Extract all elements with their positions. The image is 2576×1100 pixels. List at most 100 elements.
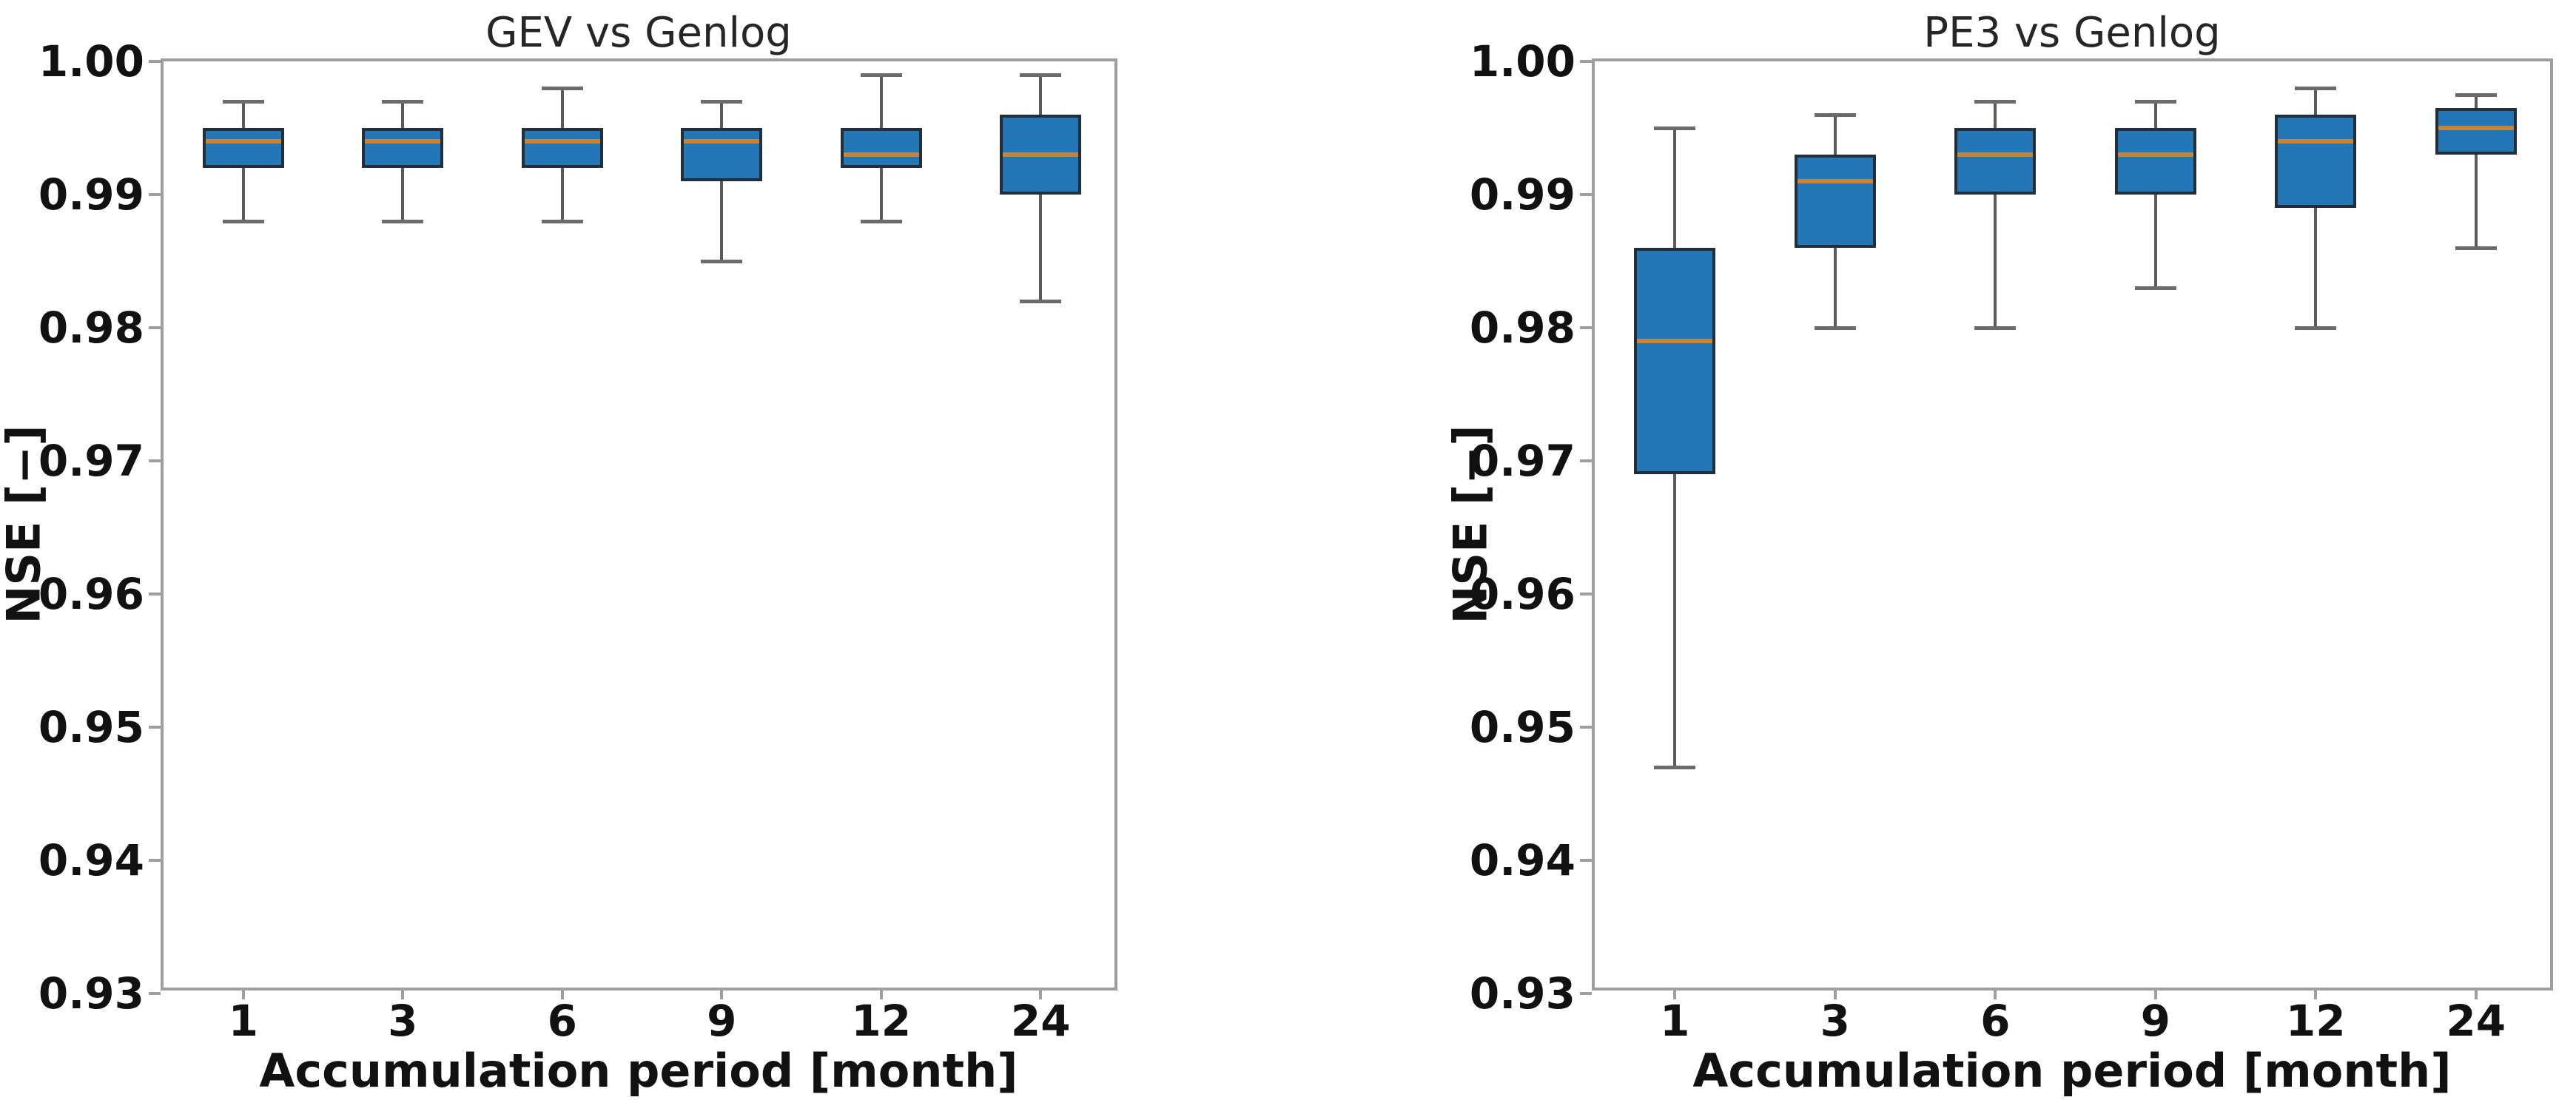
upper-whisker-cap — [2295, 87, 2337, 90]
boxplot-box — [2275, 115, 2357, 208]
median-line — [1957, 152, 2034, 157]
x-tick-mark — [2153, 988, 2157, 999]
subplot-gev-axes: 1.00 0.99 0.98 0.97 0.96 0.95 0.94 0.93 1 3 6 9 12 24 — [38, 40, 1117, 1042]
median-line — [684, 139, 760, 144]
boxplot-box — [1634, 248, 1716, 474]
y-tick-label: 0.94 — [1469, 835, 1575, 885]
x-tick-label: 3 — [388, 996, 418, 1046]
boxplot-box — [840, 128, 922, 168]
y-tick-mark — [149, 193, 161, 196]
y-tick-mark — [149, 459, 161, 462]
x-tick-mark — [2314, 988, 2318, 999]
lower-whisker — [560, 168, 564, 221]
upper-whisker — [2474, 95, 2478, 108]
y-tick-mark — [149, 60, 161, 63]
x-tick-label: 6 — [1980, 996, 2011, 1046]
x-tick-mark — [1994, 988, 1997, 999]
upper-whisker — [879, 75, 883, 128]
lower-whisker — [1994, 195, 1997, 328]
lower-whisker — [1833, 248, 1837, 328]
lower-whisker-cap — [541, 220, 583, 223]
lower-whisker — [2474, 155, 2478, 248]
boxplot-box — [681, 128, 763, 181]
y-tick-mark — [1580, 859, 1592, 862]
lower-whisker-cap — [222, 220, 264, 223]
x-tick-label: 24 — [2446, 996, 2506, 1046]
upper-whisker — [2314, 88, 2318, 115]
boxplot-box — [1954, 128, 2037, 195]
boxplot-box — [202, 128, 284, 168]
subplot-pe3-title: PE3 vs Genlog — [1923, 9, 2221, 57]
x-tick-mark — [720, 988, 724, 999]
y-tick-label: 0.99 — [38, 169, 144, 220]
lower-whisker-cap — [1974, 326, 2017, 330]
upper-whisker — [720, 101, 724, 128]
x-tick-mark — [2474, 988, 2478, 999]
lower-whisker — [241, 168, 245, 221]
x-tick-label: 6 — [547, 996, 577, 1046]
y-tick-label: 0.99 — [1469, 169, 1575, 220]
upper-whisker-cap — [701, 100, 743, 104]
y-tick-label: 0.93 — [38, 968, 144, 1019]
upper-whisker-cap — [222, 100, 264, 104]
median-line — [205, 139, 281, 144]
lower-whisker-cap — [1814, 326, 1856, 330]
upper-whisker-cap — [2134, 100, 2176, 104]
boxplot-box — [362, 128, 444, 168]
boxplot-box — [2435, 108, 2517, 155]
y-tick-label: 0.95 — [38, 702, 144, 752]
boxplot-box — [1794, 155, 1876, 248]
median-line — [2278, 139, 2354, 144]
lower-whisker — [720, 181, 724, 261]
x-tick-mark — [401, 988, 405, 999]
y-tick-label: 0.93 — [1469, 968, 1575, 1019]
median-line — [524, 139, 600, 144]
x-tick-mark — [1833, 988, 1837, 999]
lower-whisker — [1673, 474, 1677, 767]
lower-whisker-cap — [382, 220, 424, 223]
y-tick-label: 0.96 — [1469, 569, 1575, 619]
y-tick-label: 0.98 — [1469, 303, 1575, 353]
y-tick-label: 1.00 — [1469, 36, 1575, 87]
median-line — [365, 139, 441, 144]
lower-whisker — [1039, 195, 1043, 301]
lower-whisker-cap — [1654, 766, 1696, 769]
x-tick-label: 9 — [2140, 996, 2170, 1046]
y-tick-mark — [1580, 726, 1592, 729]
lower-whisker-cap — [860, 220, 902, 223]
boxplot-box — [2114, 128, 2196, 195]
median-line — [2117, 152, 2193, 157]
x-tick-mark — [241, 988, 245, 999]
x-tick-mark — [560, 988, 564, 999]
y-tick-label: 0.98 — [38, 303, 144, 353]
x-tick-mark — [1039, 988, 1043, 999]
upper-whisker-cap — [1654, 126, 1696, 130]
upper-whisker-cap — [1020, 73, 1062, 77]
upper-whisker — [1994, 101, 1997, 128]
y-tick-label: 0.97 — [38, 436, 144, 486]
upper-whisker — [1833, 115, 1837, 155]
upper-whisker — [241, 101, 245, 128]
y-tick-mark — [1580, 326, 1592, 329]
upper-whisker — [2153, 101, 2157, 128]
lower-whisker-cap — [2295, 326, 2337, 330]
lower-whisker-cap — [2134, 286, 2176, 290]
lower-whisker — [879, 168, 883, 221]
upper-whisker — [1673, 128, 1677, 248]
upper-whisker-cap — [382, 100, 424, 104]
subplot-gev-xlabel: Accumulation period [month] — [259, 1044, 1018, 1098]
upper-whisker — [1039, 75, 1043, 115]
lower-whisker-cap — [1020, 300, 1062, 303]
y-tick-label: 1.00 — [38, 36, 144, 87]
lower-whisker-cap — [2455, 246, 2497, 250]
x-tick-mark — [879, 988, 883, 999]
upper-whisker-cap — [1974, 100, 2017, 104]
y-tick-mark — [1580, 593, 1592, 595]
median-line — [1637, 339, 1713, 343]
y-tick-mark — [149, 593, 161, 595]
x-tick-label: 9 — [707, 996, 737, 1046]
x-tick-label: 24 — [1010, 996, 1071, 1046]
y-tick-mark — [1580, 60, 1592, 63]
y-tick-mark — [149, 726, 161, 729]
